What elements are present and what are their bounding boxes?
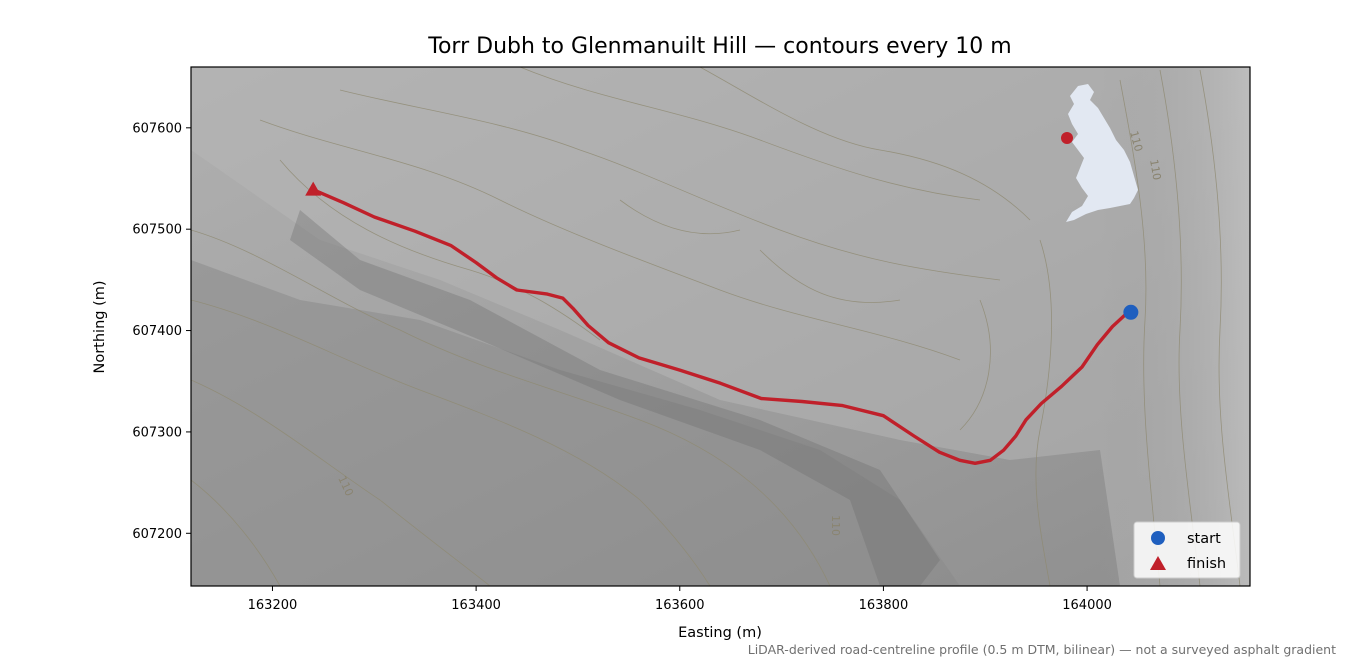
contour-label: 110 bbox=[829, 515, 842, 536]
contour-line bbox=[1035, 239, 1052, 586]
location-marker bbox=[1061, 132, 1073, 144]
hillshade-east-valley bbox=[1100, 67, 1250, 586]
legend-start-symbol bbox=[1151, 531, 1165, 545]
contour-line bbox=[619, 199, 741, 235]
uk-landmass-icon bbox=[1066, 84, 1138, 222]
start-marker bbox=[1123, 304, 1139, 320]
contour-line bbox=[191, 229, 831, 586]
contour-lines bbox=[191, 67, 1241, 586]
contour-line bbox=[191, 479, 281, 586]
hillshade-ridge-shadow bbox=[290, 210, 940, 586]
y-tick-label: 607300 bbox=[132, 425, 182, 440]
data-credit: LiDAR-derived road-centreline profile (0… bbox=[748, 642, 1336, 657]
x-tick-label: 163600 bbox=[655, 598, 705, 613]
x-tick-label: 164000 bbox=[1062, 598, 1112, 613]
y-axis-ticks: 607200 607300 607400 607500 607600 bbox=[132, 121, 191, 542]
contour-line bbox=[339, 89, 1001, 281]
y-tick-label: 607600 bbox=[132, 121, 182, 136]
contour-label: 110 bbox=[1127, 129, 1145, 153]
contour-line bbox=[759, 249, 901, 303]
x-tick-label: 163400 bbox=[451, 598, 501, 613]
legend-finish-symbol bbox=[1150, 556, 1166, 570]
legend-start-label: start bbox=[1187, 531, 1221, 547]
x-tick-label: 163800 bbox=[859, 598, 909, 613]
route-line bbox=[311, 188, 1128, 465]
legend-finish-label: finish bbox=[1187, 556, 1226, 572]
contour-line bbox=[191, 379, 491, 586]
contour-line bbox=[699, 67, 1031, 221]
contour-line bbox=[259, 119, 961, 361]
contour-label: 110 bbox=[1147, 158, 1163, 181]
contour-line bbox=[959, 299, 991, 431]
contour-line bbox=[1119, 79, 1161, 586]
y-axis-label: Northing (m) bbox=[92, 280, 108, 373]
hillshade-upper-slope bbox=[191, 67, 1250, 586]
plot-frame bbox=[190, 66, 1251, 587]
hillshade-lower-slope bbox=[191, 260, 960, 586]
contour-line bbox=[191, 299, 711, 586]
contour-line bbox=[279, 159, 601, 341]
contour-line bbox=[1159, 69, 1201, 586]
y-tick-label: 607200 bbox=[132, 527, 182, 542]
x-axis-label: Easting (m) bbox=[678, 625, 762, 641]
y-tick-label: 607400 bbox=[132, 324, 182, 339]
plot-area: 110 110 110 110 bbox=[191, 67, 1250, 586]
y-tick-label: 607500 bbox=[132, 223, 182, 238]
map-title: Torr Dubh to Glenmanuilt Hill — contours… bbox=[427, 34, 1011, 59]
uk-locator-inset bbox=[1061, 84, 1138, 222]
contour-line bbox=[1199, 69, 1241, 586]
x-axis-ticks: 163200 163400 163600 163800 164000 bbox=[248, 586, 1112, 613]
legend: start finish bbox=[1133, 521, 1241, 579]
finish-marker bbox=[305, 181, 322, 196]
x-tick-label: 163200 bbox=[248, 598, 298, 613]
contour-line bbox=[519, 67, 981, 201]
